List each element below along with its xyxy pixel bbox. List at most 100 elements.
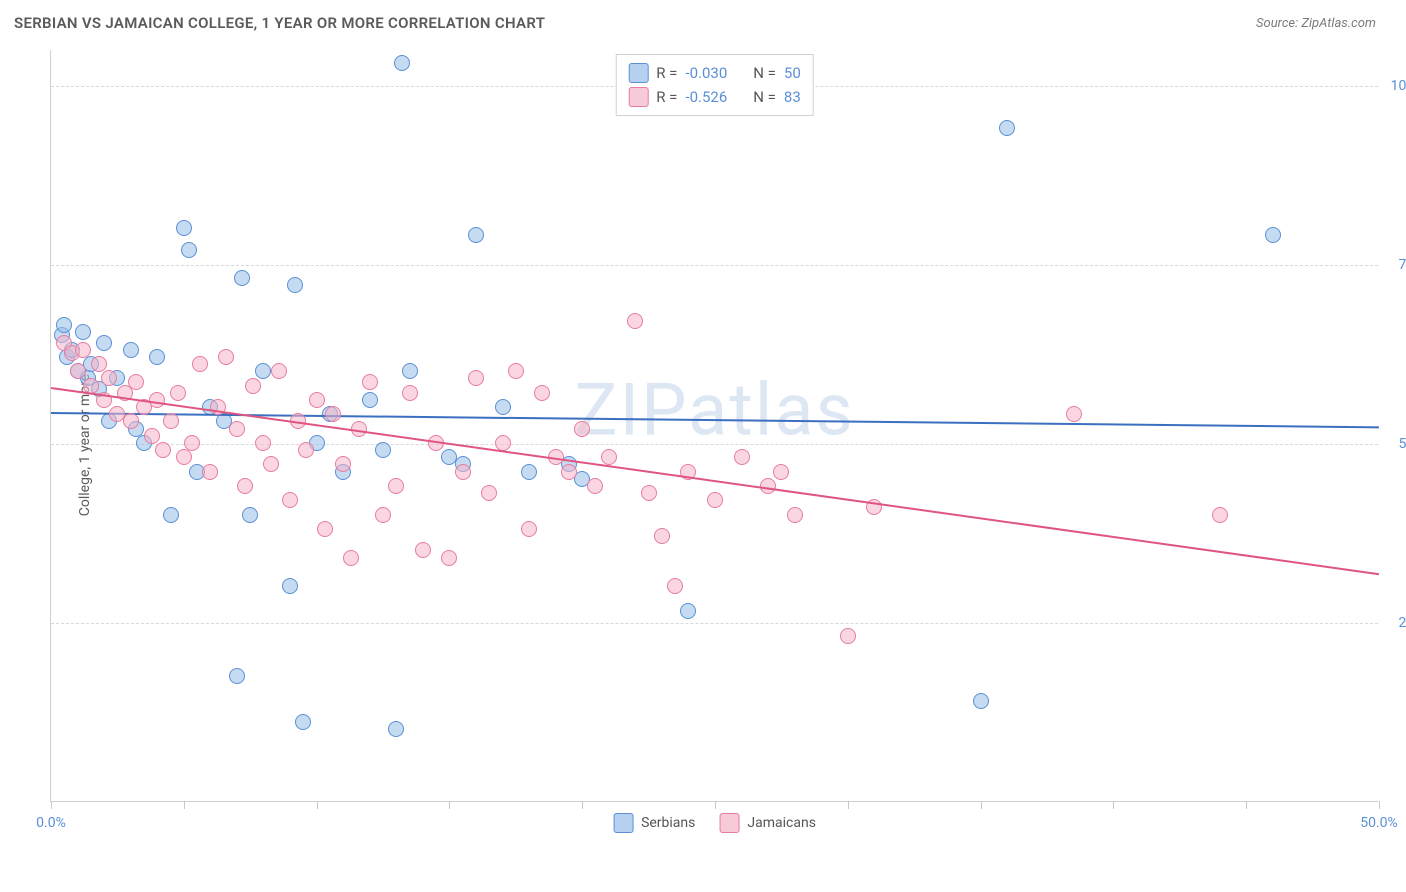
gridline <box>51 265 1378 266</box>
y-tick-label: 50.0% <box>1398 436 1406 452</box>
data-point <box>362 374 378 390</box>
data-point <box>144 428 160 444</box>
data-point <box>309 392 325 408</box>
r-value: -0.526 <box>685 88 727 106</box>
data-point <box>388 721 404 737</box>
data-point <box>627 313 643 329</box>
data-point <box>245 378 261 394</box>
data-point <box>229 668 245 684</box>
data-point <box>295 714 311 730</box>
data-point <box>163 507 179 523</box>
data-point <box>298 442 314 458</box>
x-tick <box>582 801 583 809</box>
data-point <box>534 385 550 401</box>
legend-item: Jamaicans <box>719 813 816 833</box>
data-point <box>707 492 723 508</box>
data-point <box>202 464 218 480</box>
x-tick-label: 50.0% <box>1360 815 1398 831</box>
data-point <box>680 603 696 619</box>
data-point <box>468 227 484 243</box>
n-value: 50 <box>784 64 801 82</box>
source-label: Source: ZipAtlas.com <box>1256 16 1376 31</box>
data-point <box>176 220 192 236</box>
data-point <box>282 492 298 508</box>
data-point <box>561 464 577 480</box>
data-point <box>176 449 192 465</box>
r-label: R = <box>656 64 677 82</box>
data-point <box>375 442 391 458</box>
data-point <box>508 363 524 379</box>
data-point <box>317 521 333 537</box>
data-point <box>667 578 683 594</box>
x-tick <box>981 801 982 809</box>
data-point <box>263 456 279 472</box>
data-point <box>75 324 91 340</box>
data-point <box>495 435 511 451</box>
data-point <box>192 356 208 372</box>
data-point <box>325 406 341 422</box>
data-point <box>181 242 197 258</box>
x-tick <box>51 801 52 809</box>
data-point <box>229 421 245 437</box>
r-value: -0.030 <box>685 64 727 82</box>
data-point <box>362 392 378 408</box>
data-point <box>56 317 72 333</box>
stats-legend-row: R = -0.526 N = 83 <box>628 85 801 109</box>
data-point <box>123 413 139 429</box>
data-point <box>96 335 112 351</box>
n-value: 83 <box>784 88 801 106</box>
y-tick-label: 100.0% <box>1391 78 1406 94</box>
x-tick <box>317 801 318 809</box>
stats-legend-row: R = -0.030 N = 50 <box>628 61 801 85</box>
x-tick <box>715 801 716 809</box>
data-point <box>521 521 537 537</box>
n-label: N = <box>753 88 776 106</box>
data-point <box>840 628 856 644</box>
data-point <box>601 449 617 465</box>
legend-swatch <box>613 813 633 833</box>
data-point <box>75 342 91 358</box>
legend-item: Serbians <box>613 813 695 833</box>
data-point <box>402 363 418 379</box>
chart-container: College, 1 year or more ZIPatlas R =-0.0… <box>40 50 1390 840</box>
gridline <box>51 444 1378 445</box>
data-point <box>521 464 537 480</box>
data-point <box>343 550 359 566</box>
x-tick <box>1246 801 1247 809</box>
x-tick-label: 0.0% <box>36 815 66 831</box>
data-point <box>70 363 86 379</box>
data-point <box>155 442 171 458</box>
r-label: R = <box>656 88 677 106</box>
legend-label: Serbians <box>641 815 695 831</box>
data-point <box>282 578 298 594</box>
n-label: N = <box>753 64 776 82</box>
data-point <box>149 392 165 408</box>
data-point <box>415 542 431 558</box>
series-legend: Serbians Jamaicans <box>613 813 816 833</box>
data-point <box>455 464 471 480</box>
data-point <box>287 277 303 293</box>
data-point <box>999 120 1015 136</box>
data-point <box>123 342 139 358</box>
legend-swatch <box>628 87 648 107</box>
data-point <box>163 413 179 429</box>
x-tick <box>1113 801 1114 809</box>
legend-swatch <box>628 63 648 83</box>
plot-area: ZIPatlas R =-0.030N =50R =-0.526N =83 Se… <box>50 50 1378 802</box>
y-tick-label: 25.0% <box>1398 615 1406 631</box>
data-point <box>394 55 410 71</box>
data-point <box>388 478 404 494</box>
x-tick <box>1379 801 1380 809</box>
chart-title: SERBIAN VS JAMAICAN COLLEGE, 1 YEAR OR M… <box>14 14 545 32</box>
data-point <box>242 507 258 523</box>
data-point <box>91 356 107 372</box>
data-point <box>255 363 271 379</box>
data-point <box>255 435 271 451</box>
data-point <box>587 478 603 494</box>
data-point <box>654 528 670 544</box>
data-point <box>468 370 484 386</box>
data-point <box>335 456 351 472</box>
data-point <box>1212 507 1228 523</box>
watermark: ZIPatlas <box>574 368 854 453</box>
data-point <box>375 507 391 523</box>
